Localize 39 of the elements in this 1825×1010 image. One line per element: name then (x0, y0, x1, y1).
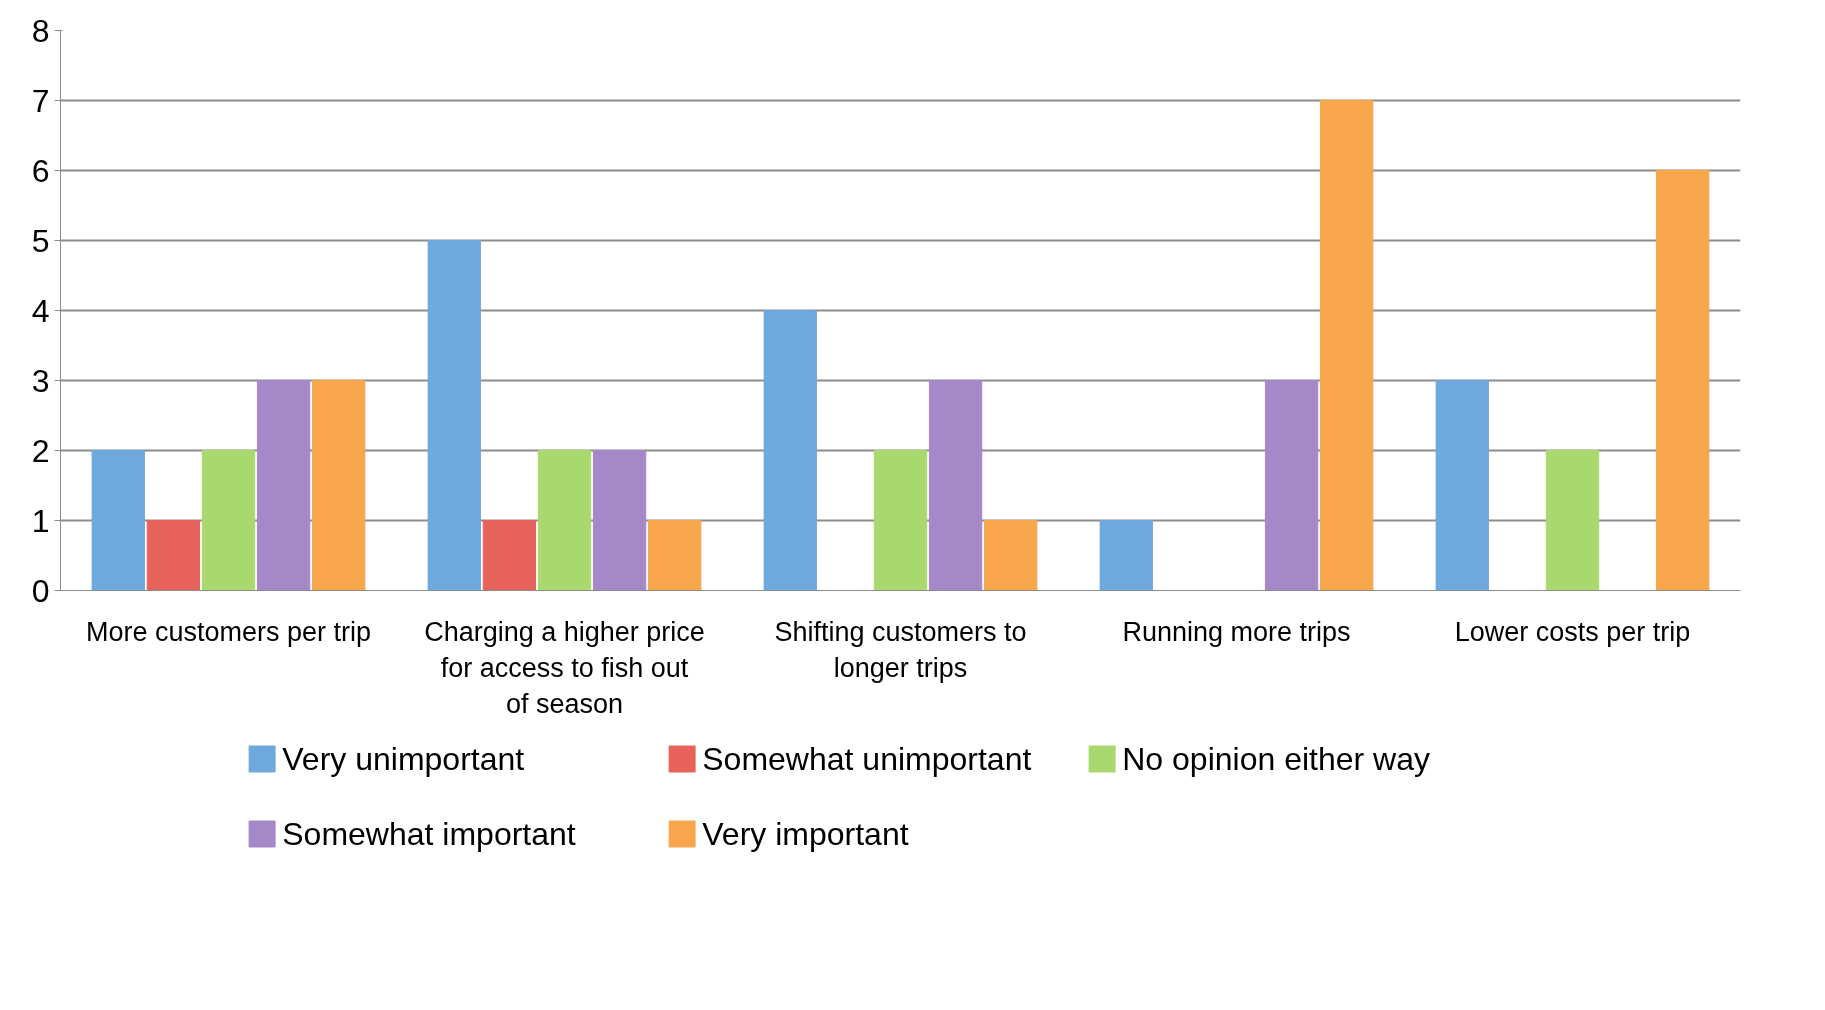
y-tick-label: 7 (31, 82, 50, 119)
y-tick-label: 8 (31, 12, 50, 49)
bar (1320, 100, 1374, 591)
bar (928, 380, 983, 591)
y-tick-label: 6 (31, 152, 50, 189)
bar (482, 520, 537, 591)
x-tick-label: Charging a higher price for access to fish out of season (424, 616, 705, 719)
bar (873, 450, 928, 591)
legend-label: Very unimportant (282, 741, 525, 777)
x-tick-label: Shifting customers to longer trips (774, 616, 1027, 683)
x-tick-label: More customers per trip (85, 616, 372, 647)
y-tick-label: 1 (31, 502, 50, 539)
y-tick-label: 4 (31, 292, 50, 329)
legend-label: Somewhat unimportant (702, 741, 1032, 777)
bar (1435, 380, 1489, 591)
bar (763, 310, 817, 591)
bar (1656, 170, 1710, 591)
bar (312, 380, 366, 591)
bar (984, 520, 1038, 591)
bar (592, 450, 647, 591)
y-tick-label: 0 (31, 572, 50, 609)
bar (1264, 380, 1319, 591)
bar (91, 450, 145, 591)
bar (1099, 520, 1153, 591)
y-tick-label: 2 (31, 432, 50, 469)
legend-label: Very important (702, 816, 909, 852)
legend-label: No opinion either way (1122, 741, 1430, 777)
bar (146, 520, 201, 591)
y-tick-label: 3 (31, 362, 50, 399)
legend-label: Somewhat important (282, 816, 576, 852)
bar (256, 380, 311, 591)
bar (648, 520, 702, 591)
x-tick-label: Lower costs per trip (1454, 616, 1691, 647)
bar (201, 450, 256, 591)
bar (427, 240, 481, 591)
bar (1545, 450, 1600, 591)
bar (537, 450, 592, 591)
x-tick-label: Running more trips (1122, 616, 1351, 647)
y-tick-label: 5 (31, 222, 50, 259)
